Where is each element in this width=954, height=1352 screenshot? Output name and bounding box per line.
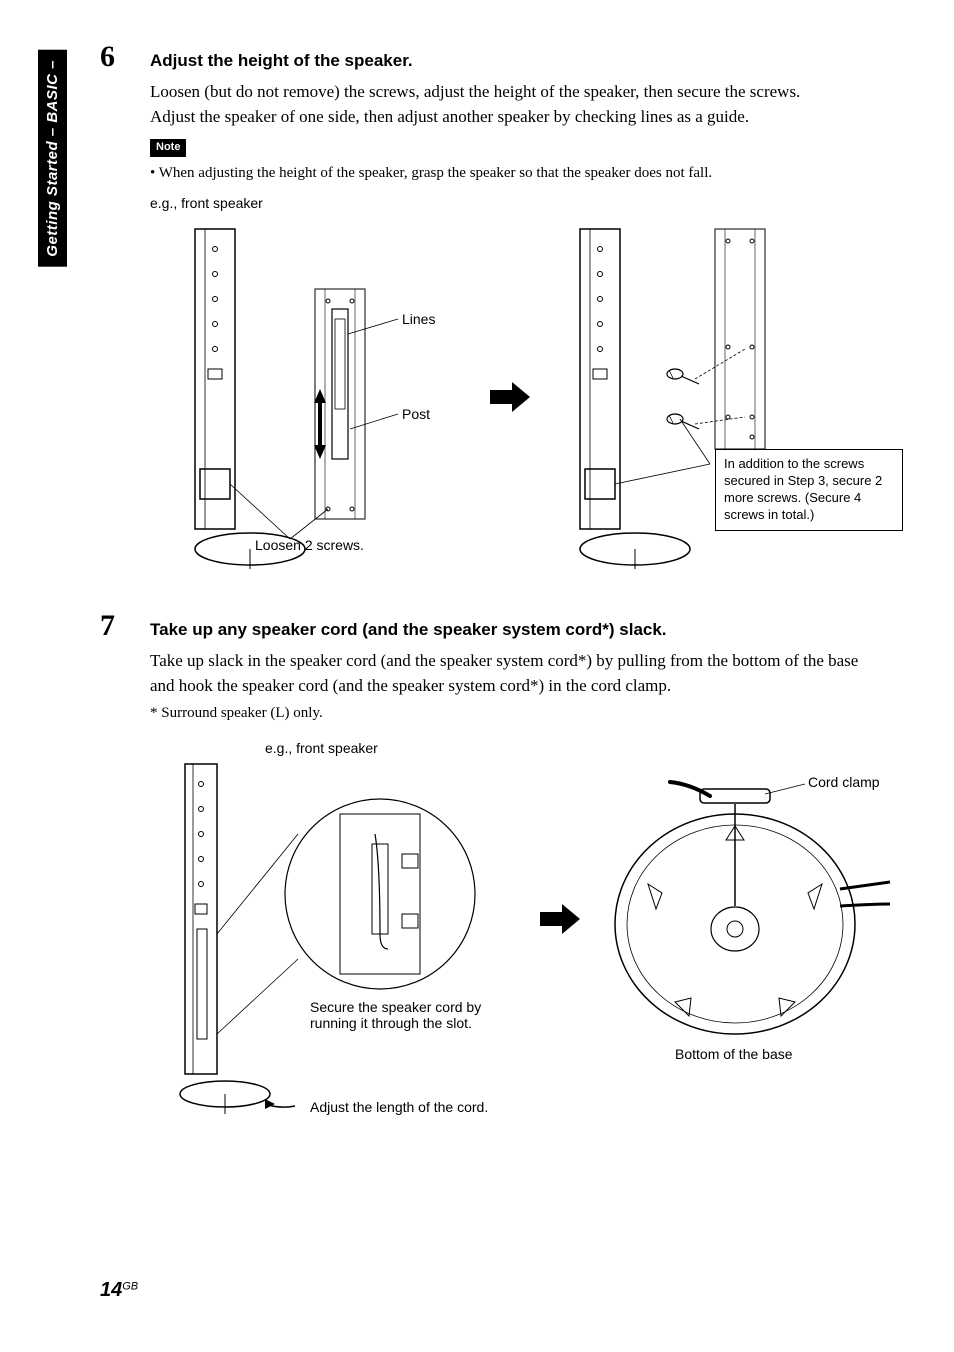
page-number: 14GB	[100, 1279, 138, 1302]
side-tab: Getting Started – BASIC –	[38, 50, 67, 267]
step-7-number: 7	[100, 609, 130, 643]
step-6-body-2: Adjust the speaker of one side, then adj…	[150, 105, 884, 130]
step-7-body-1: Take up slack in the speaker cord (and t…	[150, 649, 884, 698]
label-adjust-length: Adjust the length of the cord.	[310, 1099, 488, 1115]
step-6: 6 Adjust the height of the speaker. Loos…	[100, 40, 884, 579]
label-cord-clamp: Cord clamp	[808, 774, 880, 790]
speaker-cord-diagram-icon	[150, 734, 530, 1134]
step-6-number: 6	[100, 40, 130, 74]
step-7: 7 Take up any speaker cord (and the spea…	[100, 609, 884, 1134]
label-secure-cord: Secure the speaker cord by running it th…	[310, 999, 510, 1031]
label-bottom-base: Bottom of the base	[675, 1046, 793, 1062]
step-7-title: Take up any speaker cord (and the speake…	[150, 620, 667, 640]
label-loosen-screws: Loosen 2 screws.	[255, 537, 364, 553]
step-6-title: Adjust the height of the speaker.	[150, 51, 413, 71]
page-number-value: 14	[100, 1279, 122, 1301]
label-post: Post	[402, 406, 430, 422]
step-7-figure-right: Cord clamp Bottom of the base	[590, 734, 900, 1094]
step-7-figures: e.g., front speaker	[150, 734, 884, 1134]
step-6-note-text: • When adjusting the height of the speak…	[150, 163, 884, 185]
step-6-figure-left: Lines Post Loosen 2 screws.	[150, 219, 480, 579]
step-7-figure-left: e.g., front speaker	[150, 734, 530, 1134]
arrow-right-icon	[540, 904, 580, 939]
step-7-footnote: * Surround speaker (L) only.	[150, 703, 884, 725]
page: Getting Started – BASIC – 6 Adjust the h…	[0, 0, 954, 1352]
label-lines: Lines	[402, 311, 435, 327]
step-6-body-1: Loosen (but do not remove) the screws, a…	[150, 80, 884, 105]
step-7-caption: e.g., front speaker	[265, 740, 378, 756]
step-6-figures: Lines Post Loosen 2 screws.	[150, 219, 884, 579]
page-locale: GB	[122, 1281, 138, 1293]
note-label: Note	[150, 139, 186, 157]
step-6-figure-right: In addition to the screws secured in Ste…	[540, 219, 910, 579]
arrow-right-icon	[490, 382, 530, 417]
step-6-caption: e.g., front speaker	[150, 193, 884, 213]
speaker-diagram-left-icon	[150, 219, 480, 579]
info-box-screws: In addition to the screws secured in Ste…	[715, 449, 903, 531]
